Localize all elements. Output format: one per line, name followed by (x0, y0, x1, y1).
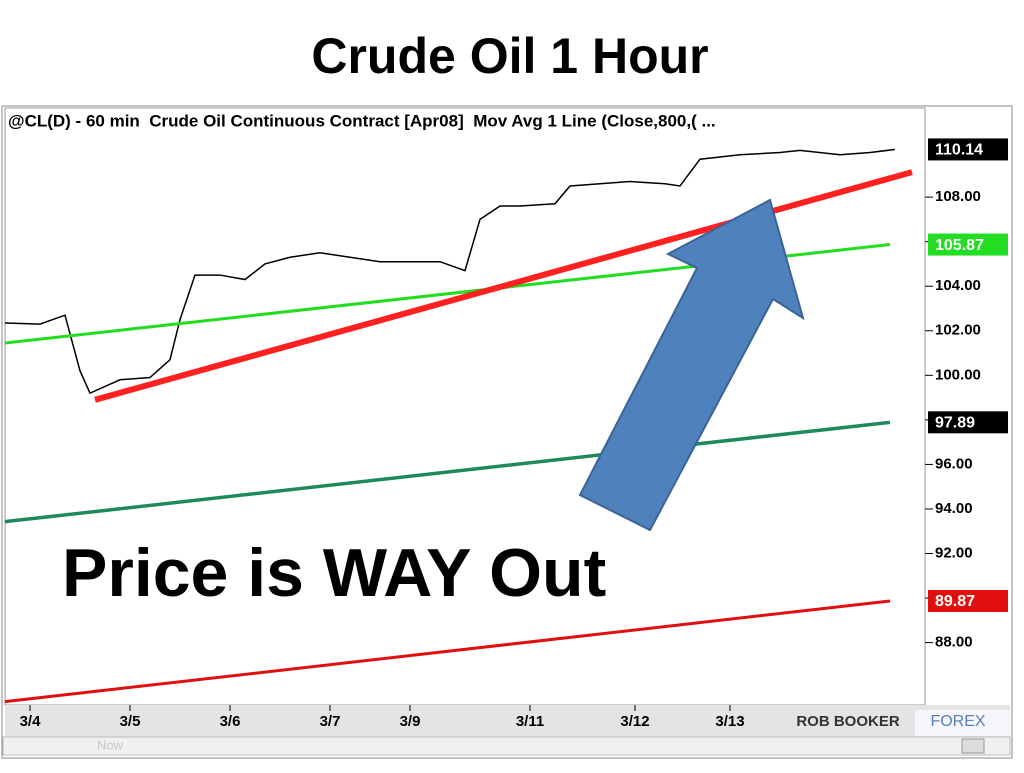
y-tick-label: 88.00 (935, 634, 973, 651)
price-label-box (928, 233, 1008, 256)
series-line (4, 148, 896, 395)
x-tick-label: 3/9 (400, 713, 421, 730)
arrow (578, 198, 805, 532)
price-label: 89.87 (935, 593, 975, 610)
series-line (4, 420, 891, 524)
series-line (4, 599, 891, 704)
price-label-box (928, 589, 1008, 612)
y-tick-label: 104.00 (935, 277, 981, 294)
x-tick-label: 3/6 (220, 713, 241, 730)
price-label: 97.89 (935, 415, 975, 432)
series-line (94, 169, 913, 403)
x-axis-band (5, 705, 1010, 737)
logo-brand: ROB BOOKER (796, 713, 900, 730)
y-tick-label: 94.00 (935, 500, 973, 517)
logo-tag-box (915, 710, 1010, 736)
price-label: 105.87 (935, 237, 984, 254)
slide-title: Crude Oil 1 Hour (311, 28, 708, 84)
plot-area (4, 107, 926, 706)
x-tick-label: 3/12 (620, 713, 649, 730)
price-label-box (928, 411, 1008, 434)
x-tick-label: 3/7 (320, 713, 341, 730)
y-tick-label: 96.00 (935, 455, 973, 472)
y-tick-label: 100.00 (935, 366, 981, 383)
footer-note: Now (97, 737, 124, 752)
x-tick-label: 3/4 (20, 713, 42, 730)
chart-header: @CL(D) - 60 min Crude Oil Continuous Con… (8, 111, 716, 130)
y-tick-label: 108.00 (935, 188, 981, 205)
scroll-thumb[interactable] (961, 738, 985, 754)
logo-tag: FOREX (930, 713, 985, 730)
price-label-box (928, 138, 1008, 161)
y-tick-label: 102.00 (935, 322, 981, 339)
x-tick-label: 3/5 (120, 713, 141, 730)
scrollbar[interactable] (2, 736, 1011, 756)
annotation: Price is WAY Out (62, 535, 606, 611)
x-tick-label: 3/13 (715, 713, 744, 730)
x-tick-label: 3/11 (516, 713, 544, 730)
y-tick-label: 92.00 (935, 544, 973, 561)
price-label: 110.14 (935, 142, 983, 159)
